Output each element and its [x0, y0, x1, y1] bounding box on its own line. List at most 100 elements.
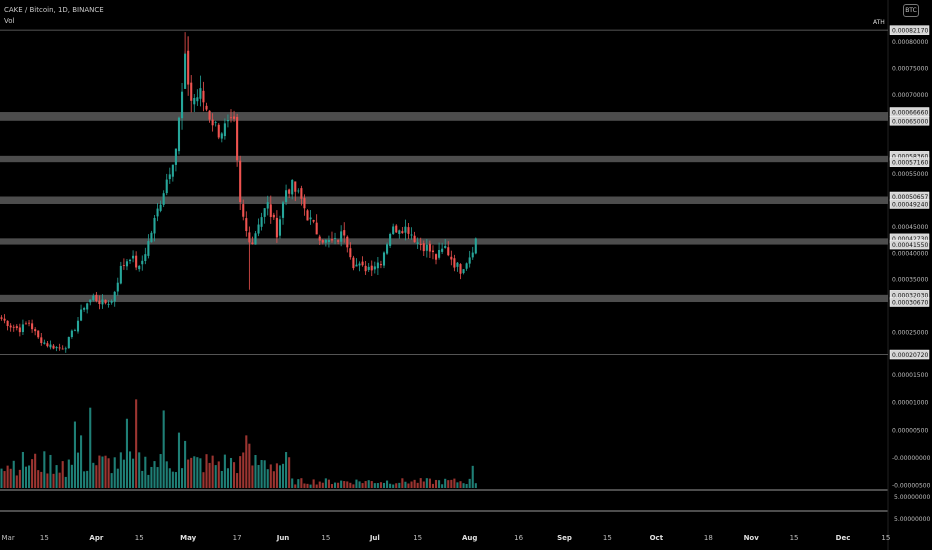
volume-bar [416, 482, 419, 488]
volume-bar [349, 482, 352, 488]
volume-bar [110, 473, 113, 488]
candle-body [242, 204, 245, 217]
symbol-title[interactable]: CAKE / Bitcoin, 1D, BINANCE [4, 6, 104, 14]
volume-bar [156, 467, 159, 488]
level-label-box [889, 25, 930, 35]
candle-body [434, 254, 438, 260]
candle-body [104, 299, 107, 304]
volume-bar [58, 472, 61, 488]
volume-bar [0, 468, 3, 488]
volume-bar [438, 480, 441, 488]
volume-bar [89, 407, 92, 488]
candle-body [410, 234, 413, 236]
volume-bar [300, 478, 303, 488]
candle-body [416, 242, 419, 244]
candle-body [184, 53, 187, 89]
volume-bar [434, 479, 438, 488]
volume-bar [116, 468, 119, 488]
volume-bar [281, 463, 285, 488]
volume-bar [309, 484, 312, 488]
volume-bar [428, 478, 431, 488]
volume-bar [318, 481, 321, 488]
candle-body [361, 261, 364, 266]
candle-body [27, 322, 31, 324]
candle-body [413, 235, 416, 243]
candle-body [327, 240, 330, 243]
volume-bar [251, 465, 254, 488]
volume-bar [453, 478, 456, 488]
candle-body [312, 219, 315, 222]
candle-body [358, 263, 361, 266]
volume-bar [401, 478, 404, 488]
volume-bar [306, 483, 309, 488]
volume-bar [239, 456, 242, 488]
candle-body [208, 110, 211, 120]
volume-bar [413, 479, 416, 488]
price-tick-label: 0.00040000 [892, 250, 928, 257]
volume-bar [43, 451, 46, 488]
volume-bar [125, 418, 129, 488]
candle-body [31, 323, 34, 330]
volume-bar [98, 455, 101, 488]
candle-body [223, 123, 226, 137]
candle-body [49, 344, 52, 348]
candle-body [0, 317, 3, 319]
candle-body [141, 260, 144, 265]
time-tick-label: May [180, 534, 196, 542]
candle-body [379, 264, 382, 266]
candle-body [398, 230, 401, 234]
volume-bar [450, 479, 453, 488]
volume-bar [12, 460, 15, 488]
volume-bar [471, 465, 474, 488]
volume-bar [190, 457, 193, 488]
volume-bar [107, 458, 110, 488]
zone-band [0, 196, 888, 204]
volume-bar [147, 474, 150, 488]
candle-body [217, 124, 220, 138]
level-label-box [889, 199, 930, 209]
candle-body [324, 239, 327, 243]
volume-bar [55, 465, 58, 488]
time-tick-label: 15 [603, 534, 612, 542]
volume-bar [141, 470, 144, 488]
candle-body [447, 247, 450, 256]
candle-body [229, 117, 233, 119]
candle-body [21, 324, 24, 333]
candle-body [407, 227, 410, 234]
volume-bar [269, 464, 272, 488]
candle-body [254, 233, 257, 245]
volume-bar [104, 455, 107, 488]
candle-body [438, 250, 441, 258]
candle-body [428, 243, 431, 252]
candle-body [138, 265, 141, 270]
candle-body [76, 320, 80, 332]
candle-body [239, 160, 242, 203]
time-tick-label: Jul [369, 534, 380, 542]
currency-badge[interactable]: BTC [903, 4, 919, 17]
price-tick-label: 0.00045000 [892, 224, 928, 231]
candle-body [214, 121, 217, 123]
volume-bar [6, 465, 9, 488]
candle-body [122, 265, 125, 266]
time-tick-label: 15 [135, 534, 144, 542]
volume-bar [382, 482, 386, 488]
volume-bar [340, 480, 343, 488]
volume-bar [113, 457, 116, 488]
candle-body [37, 330, 40, 338]
volume-bar [288, 457, 291, 488]
volume-bar [46, 473, 49, 488]
candle-body [278, 219, 282, 236]
volume-bar [174, 472, 177, 488]
candle-body [211, 119, 214, 126]
volume-bar [422, 481, 425, 488]
candle-body [119, 265, 122, 284]
volume-bar [291, 478, 294, 488]
candle-body [367, 266, 370, 270]
volume-bar [330, 484, 334, 488]
candle-body [465, 263, 468, 269]
volume-indicator-label[interactable]: Vol [4, 17, 15, 25]
volume-bar [447, 480, 450, 488]
price-tick-label: 0.00075000 [892, 66, 928, 73]
